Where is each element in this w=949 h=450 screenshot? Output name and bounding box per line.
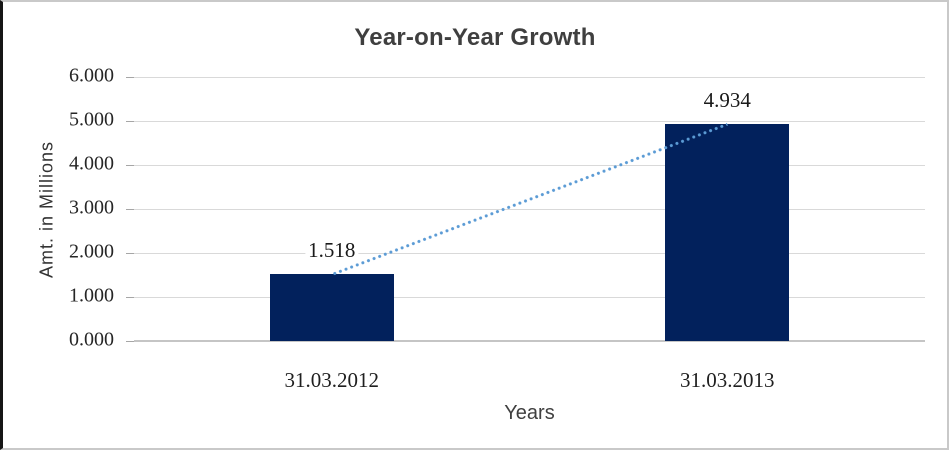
gridline <box>134 253 925 254</box>
chart-title: Year-on-Year Growth <box>354 24 596 51</box>
y-axis-title: Amt. in Millions <box>36 140 57 278</box>
plot-area: 0.000 1.000 2.000 3.000 4.000 5.000 6.000 1.518… <box>69 65 925 392</box>
y-tick-label: 2.000 <box>69 240 114 263</box>
gridline <box>134 340 925 342</box>
gridline <box>134 121 925 122</box>
bar <box>269 274 394 341</box>
gridline <box>134 165 925 166</box>
y-axis-tick <box>126 77 134 78</box>
bar-value-label: 1.518 <box>305 238 359 264</box>
bar-value-label: 4.934 <box>700 87 754 113</box>
x-axis-title: Years <box>504 402 555 424</box>
x-tick-label: 31.03.2013 <box>680 368 775 392</box>
y-tick-label: 1.000 <box>69 284 114 307</box>
y-tick-label: 4.000 <box>69 152 114 175</box>
gridline <box>134 297 925 298</box>
y-axis-tick <box>126 121 134 122</box>
y-axis-tick <box>126 165 134 166</box>
y-tick-label: 3.000 <box>69 196 114 219</box>
y-axis-tick <box>126 209 134 210</box>
gridline <box>134 209 925 210</box>
y-tick-label: 0.000 <box>69 328 114 351</box>
gridline <box>134 77 925 78</box>
y-tick-label: 5.000 <box>69 108 114 131</box>
y-axis-tick <box>126 341 134 342</box>
x-tick-label: 31.03.2012 <box>284 368 380 392</box>
y-axis-tick <box>126 297 134 298</box>
y-tick-label: 6.000 <box>69 64 114 87</box>
bar <box>665 123 790 341</box>
y-axis-tick <box>126 253 134 254</box>
